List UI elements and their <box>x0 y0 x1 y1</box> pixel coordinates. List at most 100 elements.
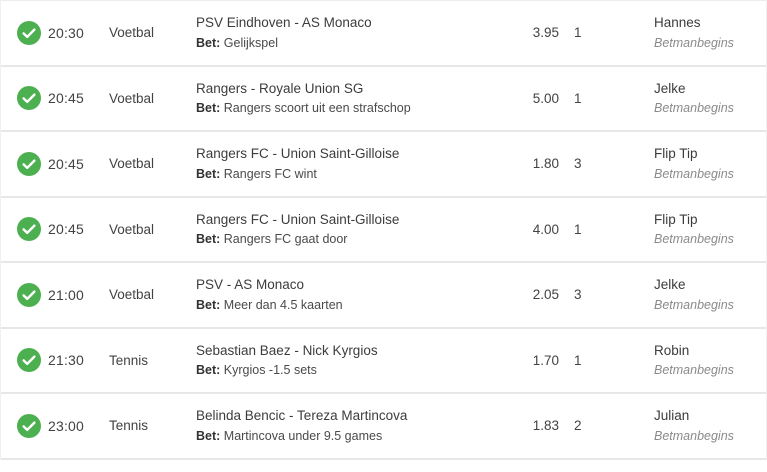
tipster-name: Hannes <box>654 15 701 31</box>
tip-row[interactable]: 21:30 Tennis Sebastian Baez - Nick Kyrgi… <box>1 328 766 394</box>
tip-tipster-cell: Flip Tip Betmanbegins <box>636 147 766 180</box>
bet-description: Gelijkspel <box>223 35 278 50</box>
tipster-name: Jelke <box>654 277 686 293</box>
check-circle-icon <box>17 20 41 45</box>
bet-label: Bet: <box>196 428 224 443</box>
tip-sport: Voetbal <box>109 156 155 172</box>
tip-sport: Voetbal <box>109 287 155 303</box>
tip-match-cell: PSV - AS Monaco Bet: Meer dan 4.5 kaarte… <box>196 278 516 311</box>
tipster-group: Betmanbegins <box>654 101 734 116</box>
match-title: Rangers - Royale Union SG <box>196 80 364 96</box>
match-title: Belinda Bencic - Tereza Martincova <box>196 408 408 424</box>
check-circle-icon <box>17 348 41 373</box>
check-circle-icon <box>17 282 41 307</box>
tip-sport: Tennis <box>109 352 149 368</box>
tip-status-cell <box>1 413 48 438</box>
tip-match-cell: Belinda Bencic - Tereza Martincova Bet: … <box>196 409 516 442</box>
tipster-name: Flip Tip <box>654 211 698 227</box>
tip-match-cell: Rangers FC - Union Saint-Gilloise Bet: R… <box>196 147 516 180</box>
tip-tipster-cell: Flip Tip Betmanbegins <box>636 213 766 246</box>
tipster-group: Betmanbegins <box>654 297 734 312</box>
betting-tips-table: 20:30 Voetbal PSV Eindhoven - AS Monaco … <box>0 0 767 460</box>
check-circle-icon <box>17 86 41 111</box>
bet-description: Martincova under 9.5 games <box>223 428 383 443</box>
tip-time: 23:00 <box>48 417 85 434</box>
tip-odds: 2.05 <box>532 287 559 303</box>
match-bet: Bet: Rangers FC gaat door <box>196 233 516 246</box>
tip-status-cell <box>1 348 48 373</box>
tip-row[interactable]: 20:30 Voetbal PSV Eindhoven - AS Monaco … <box>1 1 766 67</box>
bet-description: Meer dan 4.5 kaarten <box>223 297 343 312</box>
tip-status-cell <box>1 86 48 111</box>
tip-stake: 1 <box>574 221 582 237</box>
match-bet: Bet: Kyrgios -1.5 sets <box>196 364 516 377</box>
tip-time: 21:30 <box>48 352 85 369</box>
tip-match-cell: PSV Eindhoven - AS Monaco Bet: Gelijkspe… <box>196 16 516 49</box>
tip-status-cell <box>1 20 48 45</box>
match-title: PSV - AS Monaco <box>196 277 305 293</box>
tipster-name: Flip Tip <box>654 146 698 162</box>
tip-match-cell: Sebastian Baez - Nick Kyrgios Bet: Kyrgi… <box>196 344 516 377</box>
tipster-name: Jelke <box>654 80 686 96</box>
match-bet: Bet: Gelijkspel <box>196 37 516 50</box>
tip-tipster-cell: Jelke Betmanbegins <box>636 82 766 115</box>
tipster-group: Betmanbegins <box>654 428 734 443</box>
bet-label: Bet: <box>196 35 224 50</box>
bet-description: Rangers FC wint <box>223 166 317 181</box>
tip-odds: 1.70 <box>532 352 559 368</box>
match-title: Rangers FC - Union Saint-Gilloise <box>196 146 400 162</box>
tip-match-cell: Rangers - Royale Union SG Bet: Rangers s… <box>196 82 516 115</box>
tip-tipster-cell: Robin Betmanbegins <box>636 344 766 377</box>
tip-sport: Voetbal <box>109 90 155 106</box>
match-title: Rangers FC - Union Saint-Gilloise <box>196 211 400 227</box>
match-bet: Bet: Rangers FC wint <box>196 168 516 181</box>
check-circle-icon <box>17 217 41 242</box>
bet-label: Bet: <box>196 363 224 378</box>
tip-time: 20:30 <box>48 24 85 41</box>
tip-status-cell <box>1 217 48 242</box>
tip-stake: 3 <box>574 287 582 303</box>
bet-description: Kyrgios -1.5 sets <box>223 363 317 378</box>
match-bet: Bet: Martincova under 9.5 games <box>196 430 516 443</box>
check-circle-icon <box>17 151 41 176</box>
match-title: PSV Eindhoven - AS Monaco <box>196 15 372 31</box>
bet-description: Rangers FC gaat door <box>223 232 348 247</box>
match-title: Sebastian Baez - Nick Kyrgios <box>196 342 378 358</box>
tip-status-cell <box>1 151 48 176</box>
tip-row[interactable]: 21:00 Voetbal PSV - AS Monaco Bet: Meer … <box>1 263 766 329</box>
tip-time: 21:00 <box>48 286 85 303</box>
tip-odds: 5.00 <box>532 90 559 106</box>
tip-sport: Voetbal <box>109 221 155 237</box>
tipster-group: Betmanbegins <box>654 232 734 247</box>
tip-tipster-cell: Jelke Betmanbegins <box>636 278 766 311</box>
tip-time: 20:45 <box>48 221 85 238</box>
tip-sport: Tennis <box>109 418 149 434</box>
tip-odds: 1.83 <box>532 418 559 434</box>
tip-status-cell <box>1 282 48 307</box>
tipster-group: Betmanbegins <box>654 35 734 50</box>
tip-stake: 3 <box>574 156 582 172</box>
tip-row[interactable]: 20:45 Voetbal Rangers FC - Union Saint-G… <box>1 197 766 263</box>
tip-row[interactable]: 20:45 Voetbal Rangers FC - Union Saint-G… <box>1 132 766 198</box>
tip-stake: 1 <box>574 90 582 106</box>
tip-tipster-cell: Julian Betmanbegins <box>636 409 766 442</box>
tip-sport: Voetbal <box>109 25 155 41</box>
tipster-name: Julian <box>654 408 690 424</box>
tip-stake: 1 <box>574 352 582 368</box>
match-bet: Bet: Meer dan 4.5 kaarten <box>196 299 516 312</box>
tip-stake: 2 <box>574 418 582 434</box>
tip-row[interactable]: 20:45 Voetbal Rangers - Royale Union SG … <box>1 66 766 132</box>
tip-time: 20:45 <box>48 90 85 107</box>
bet-label: Bet: <box>196 232 224 247</box>
tipster-name: Robin <box>654 342 690 358</box>
bet-label: Bet: <box>196 101 224 116</box>
bet-label: Bet: <box>196 166 224 181</box>
tip-stake: 1 <box>574 25 582 41</box>
tip-odds: 1.80 <box>532 156 559 172</box>
tipster-group: Betmanbegins <box>654 166 734 181</box>
bet-label: Bet: <box>196 297 224 312</box>
tip-time: 20:45 <box>48 155 85 172</box>
tip-match-cell: Rangers FC - Union Saint-Gilloise Bet: R… <box>196 213 516 246</box>
tip-tipster-cell: Hannes Betmanbegins <box>636 16 766 49</box>
tip-row[interactable]: 23:00 Tennis Belinda Bencic - Tereza Mar… <box>1 394 766 460</box>
